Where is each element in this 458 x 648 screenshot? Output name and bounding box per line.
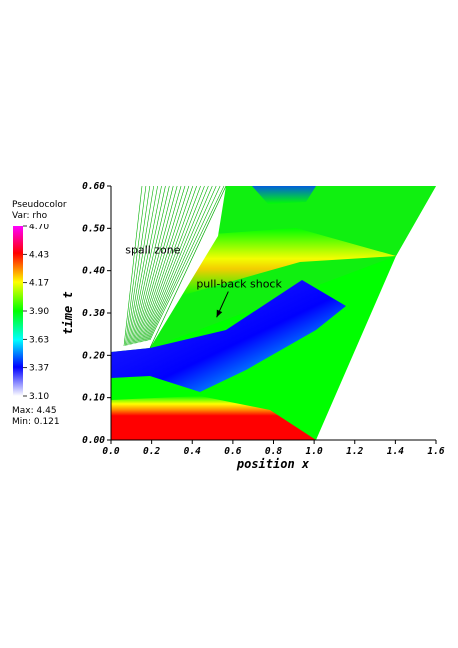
spall-line [146, 185, 213, 341]
spall-line [144, 185, 209, 342]
spall-line [149, 185, 225, 341]
pull-back-shock-line [149, 185, 227, 349]
y-tick-label: 0.40 [82, 266, 105, 277]
spall-line [148, 185, 221, 341]
spall-line [133, 185, 174, 344]
legend-min: Min: 0.121 [12, 417, 60, 427]
spall-line [126, 185, 151, 346]
spall-line [123, 185, 143, 347]
spall-line [128, 185, 158, 345]
axes: 0.0 0.2 0.4 0.6 0.8 1.0 1.2 1.4 1.6 0.00 0.10 0.20… [61, 181, 445, 471]
region-red-bottom [111, 396, 316, 440]
region-blue-wave [111, 280, 346, 392]
x-axis-label: position x [236, 457, 310, 471]
region-yellow-band [180, 228, 396, 296]
spall-line [136, 185, 182, 344]
y-tick-label: 0.60 [82, 181, 105, 192]
x-tick-label: 1.6 [427, 446, 444, 457]
x-tick-label: 1.4 [387, 446, 404, 457]
annotation-spall-zone: spall zone [125, 244, 181, 257]
x-tick-label: 1.2 [346, 446, 363, 457]
spall-line [139, 185, 194, 343]
legend-tick-label: 4.70 [29, 224, 49, 232]
spall-zone-lines [123, 185, 225, 347]
x-tick-label: 0.0 [102, 446, 119, 457]
spall-line [134, 185, 178, 344]
spall-line [127, 185, 155, 346]
x-tick-label: 0.6 [224, 446, 241, 457]
spall-line [138, 185, 190, 343]
spall-line [132, 185, 170, 345]
spall-line [131, 185, 166, 345]
legend-tick-label: 3.10 [29, 392, 49, 402]
region-white-wedge [111, 186, 140, 348]
legend-title: Pseudocolor [12, 200, 67, 210]
spall-line [147, 185, 217, 341]
x-tick-label: 1.0 [306, 446, 323, 457]
y-axis-label: time t [61, 291, 75, 334]
legend-var: Var: rho [12, 211, 48, 221]
spall-line [141, 185, 197, 343]
y-tick-label: 0.00 [82, 435, 105, 446]
region-top-blue [252, 186, 316, 204]
spall-line [143, 185, 205, 342]
annotation-pull-back-shock: pull-back shock [196, 278, 282, 291]
legend-colorbar: 4.70 4.43 4.17 3.90 3.63 3.37 3.10 [13, 224, 49, 402]
x-tick-label: 0.2 [143, 446, 160, 457]
legend-max: Max: 4.45 [12, 406, 57, 416]
legend-tick-label: 3.37 [29, 364, 49, 374]
legend-tick-label: 4.17 [29, 279, 49, 289]
legend-tick-label: 3.63 [29, 335, 49, 345]
spall-line [129, 185, 162, 345]
spall-line [142, 185, 201, 342]
x-tick-label: 0.8 [265, 446, 282, 457]
spall-line [137, 185, 186, 343]
y-tick-label: 0.20 [82, 350, 105, 361]
legend-tick-label: 3.90 [29, 307, 49, 317]
spall-line [124, 185, 147, 346]
legend-gradient [13, 226, 23, 396]
legend-tick-label: 4.43 [29, 250, 49, 260]
y-tick-label: 0.50 [82, 223, 105, 234]
annotations: spall zone pull-back shock [125, 244, 282, 318]
y-tick-label: 0.10 [82, 393, 105, 404]
x-tick-label: 0.4 [184, 446, 201, 457]
y-tick-label: 0.30 [82, 308, 105, 319]
color-legend: Pseudocolor Var: rho 4.70 4.43 4.17 3.90 3.6… [12, 200, 72, 440]
annotation-arrowhead [216, 309, 223, 318]
